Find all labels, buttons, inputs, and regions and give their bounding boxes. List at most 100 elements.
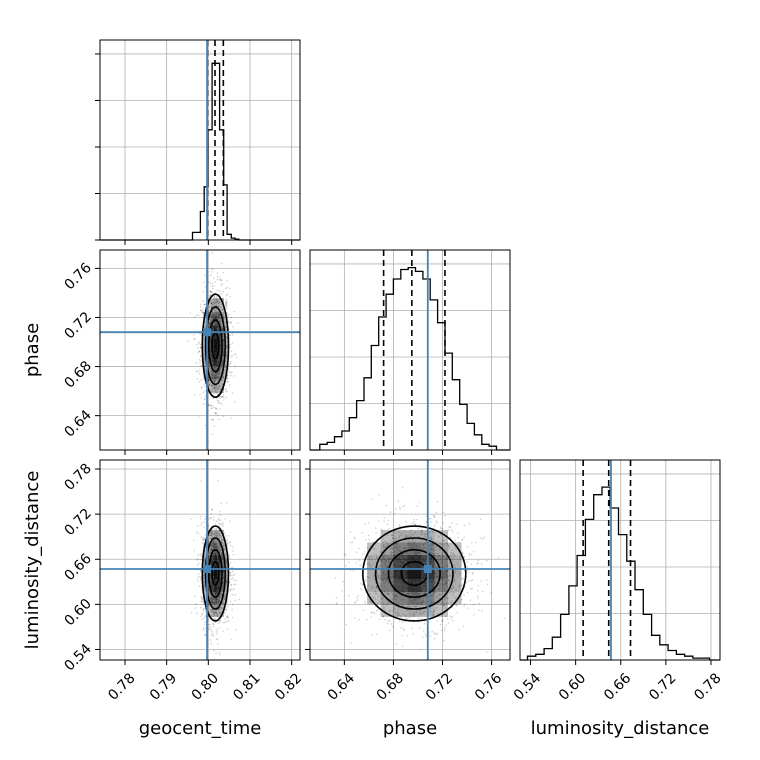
sample-point	[202, 309, 204, 311]
sample-point	[468, 554, 471, 557]
sample-point	[379, 551, 381, 553]
sample-point	[210, 642, 212, 645]
sample-point	[200, 397, 202, 399]
sample-point	[440, 619, 443, 622]
sample-point	[477, 559, 479, 562]
sample-point	[193, 338, 196, 341]
sample-point	[447, 529, 450, 532]
sample-point	[368, 563, 370, 566]
sample-point	[334, 577, 337, 579]
sample-point	[224, 369, 226, 371]
sample-point	[230, 588, 232, 590]
sample-point	[392, 551, 394, 554]
sample-point	[398, 531, 400, 534]
sample-point	[392, 548, 394, 551]
sample-point	[202, 608, 205, 610]
sample-point	[399, 506, 401, 509]
sample-point	[445, 616, 447, 618]
sample-point	[199, 368, 201, 371]
sample-point	[220, 606, 222, 609]
sample-point	[387, 602, 390, 605]
sample-point	[402, 628, 405, 630]
sample-point	[443, 539, 445, 542]
x-tick-label: 0.76	[472, 670, 505, 703]
sample-point	[225, 366, 227, 368]
sample-point	[393, 512, 396, 515]
sample-point	[222, 415, 225, 418]
density-cell	[448, 592, 462, 605]
sample-point	[230, 350, 233, 353]
sample-point	[401, 621, 404, 624]
sample-point	[221, 395, 224, 398]
sample-point	[220, 367, 222, 370]
sample-point	[213, 519, 215, 521]
sample-point	[195, 361, 198, 364]
sample-point	[413, 521, 415, 523]
sample-point	[198, 341, 201, 343]
sample-point	[210, 274, 212, 277]
sample-point	[213, 623, 215, 625]
sample-point	[214, 302, 216, 305]
x-tick-label: 0.72	[646, 670, 679, 703]
sample-point	[221, 366, 223, 368]
sample-point	[224, 594, 226, 596]
sample-point	[223, 595, 226, 598]
sample-point	[433, 515, 436, 517]
sample-point	[211, 528, 213, 531]
sample-point	[230, 584, 232, 587]
sample-point	[365, 578, 367, 581]
sample-point	[202, 312, 205, 315]
sample-point	[216, 631, 218, 633]
sample-point	[198, 562, 200, 565]
density-cell	[407, 592, 421, 605]
sample-point	[391, 551, 393, 554]
sample-point	[199, 309, 202, 312]
sample-point	[202, 290, 205, 293]
sample-point	[223, 602, 225, 605]
sample-point	[204, 634, 207, 636]
sample-point	[437, 597, 440, 600]
sample-point	[413, 611, 416, 614]
sample-point	[350, 642, 352, 644]
sample-point	[230, 574, 232, 577]
sample-point	[230, 371, 232, 374]
sample-point	[447, 545, 450, 547]
sample-point	[386, 603, 388, 605]
density-cell	[220, 579, 224, 593]
sample-point	[221, 308, 224, 310]
sample-point	[438, 549, 441, 551]
sample-point	[210, 302, 213, 305]
sample-point	[433, 610, 435, 613]
sample-point	[225, 562, 228, 564]
sample-point	[217, 379, 219, 382]
sample-point	[213, 296, 216, 299]
contour-level-3	[201, 293, 230, 399]
sample-point	[211, 531, 213, 534]
sample-point	[436, 520, 438, 522]
sample-point	[215, 298, 217, 300]
sample-point	[213, 534, 216, 537]
sample-point	[220, 540, 223, 543]
sample-point	[217, 479, 219, 482]
sample-point	[447, 602, 449, 605]
sample-point	[203, 580, 205, 583]
sample-point	[418, 617, 421, 620]
sample-point	[452, 619, 454, 622]
sample-point	[353, 536, 356, 539]
sample-point	[224, 372, 226, 375]
sample-point	[413, 615, 415, 618]
sample-point	[378, 600, 380, 603]
histogram-geocent_time	[100, 62, 300, 241]
sample-point	[217, 643, 219, 645]
sample-point	[201, 522, 203, 524]
sample-point	[434, 632, 436, 634]
density-cell	[407, 542, 421, 555]
sample-point	[376, 577, 379, 580]
sample-point	[377, 541, 379, 544]
sample-point	[212, 540, 215, 543]
sample-point	[204, 615, 207, 617]
sample-point	[371, 633, 374, 636]
sample-point	[200, 595, 202, 598]
y-tick-label: 0.66	[61, 551, 94, 584]
sample-point	[225, 560, 227, 562]
